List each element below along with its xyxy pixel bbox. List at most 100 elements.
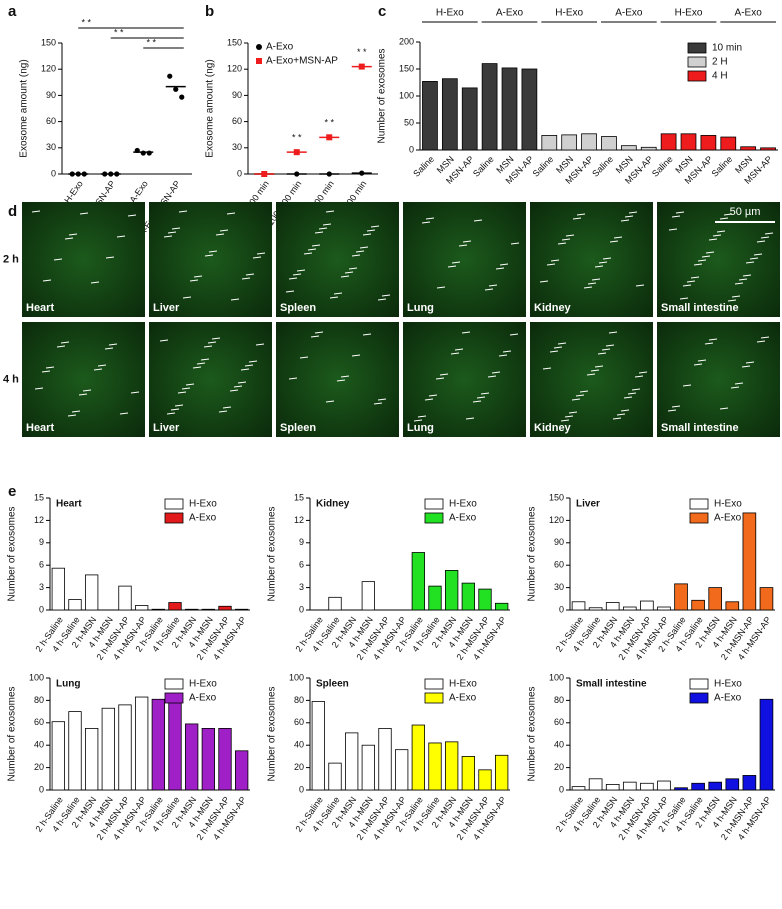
bar [759, 698, 774, 791]
bar [51, 721, 65, 791]
arrow [435, 377, 445, 380]
arrow [454, 348, 464, 351]
arrow [215, 233, 225, 236]
arrow [576, 213, 586, 216]
y-tick-label: 120 [549, 515, 564, 525]
organ-label: Kidney [534, 302, 572, 314]
micrograph [276, 202, 399, 317]
bar [622, 781, 637, 791]
annotation: * * [324, 118, 334, 128]
micrograph [276, 322, 399, 437]
arrow [185, 383, 195, 386]
arrow [41, 370, 51, 373]
y-tick-label: 12 [34, 515, 44, 525]
arrow [473, 219, 483, 222]
arrow [594, 365, 604, 368]
arrow [738, 278, 748, 281]
bar [691, 599, 705, 611]
arrow [362, 233, 372, 236]
arrow [171, 227, 181, 230]
arrow [90, 281, 100, 284]
y-tick-label: 12 [294, 515, 304, 525]
organ-label: Liver [153, 302, 180, 314]
bar [588, 778, 603, 791]
data-point [81, 171, 87, 177]
bar [720, 136, 737, 151]
y-tick-label: 6 [299, 560, 304, 570]
arrow [344, 271, 354, 274]
arrow [602, 257, 612, 260]
arrow [439, 373, 449, 376]
arrow [377, 398, 387, 401]
legend-label: A-Exo [714, 693, 742, 704]
arrow [679, 297, 689, 300]
bar [85, 574, 99, 611]
arrow [296, 269, 306, 272]
arrow [329, 296, 339, 299]
arrow [608, 331, 618, 334]
arrow [480, 392, 490, 395]
arrow [93, 368, 103, 371]
y-tick-label: 60 [294, 717, 304, 727]
y-tick-label: 80 [554, 695, 564, 705]
arrow [495, 267, 505, 270]
y-tick-label: 40 [554, 740, 564, 750]
bar [345, 732, 359, 791]
arrow [605, 344, 615, 347]
y-tick-label: 0 [559, 784, 564, 794]
arrow [237, 381, 247, 384]
arrow [697, 259, 707, 262]
arrow [307, 248, 317, 251]
legend-swatch [689, 498, 709, 510]
annotation: * * [357, 47, 367, 57]
x-tick-label: Saline [590, 154, 615, 179]
arrow [71, 410, 81, 413]
y-tick-label: 9 [39, 537, 44, 547]
x-tick-label: H-Exo [62, 179, 85, 205]
arrow [472, 400, 482, 403]
arrow [193, 275, 203, 278]
group-label: H-Exo [555, 8, 583, 19]
arrow [488, 284, 498, 287]
annotation: * * [146, 37, 156, 47]
legend-swatch [424, 512, 444, 524]
arrow [734, 282, 744, 285]
bar [657, 606, 671, 611]
x-tick-label: Saline [710, 154, 735, 179]
arrow [594, 265, 604, 268]
bar [700, 135, 717, 151]
y-tick-label: 3 [39, 582, 44, 592]
arrow [108, 343, 118, 346]
arrow [590, 369, 600, 372]
bar [441, 78, 458, 151]
bar [411, 552, 425, 611]
arrow [381, 294, 391, 297]
arrow [288, 377, 298, 380]
y-tick-label: 80 [294, 695, 304, 705]
bar [674, 583, 688, 611]
y-tick-label: 20 [294, 762, 304, 772]
y-axis-label: Number of exosomes [527, 686, 538, 781]
arrow [288, 277, 298, 280]
marker [359, 170, 365, 176]
arrow [230, 298, 240, 301]
arrow [340, 375, 350, 378]
y-tick-label: 150 [41, 37, 56, 47]
arrow [553, 346, 563, 349]
bar [674, 787, 688, 791]
marker [294, 171, 300, 177]
x-tick-label: Saline [411, 154, 436, 179]
arrow [340, 275, 350, 278]
arrow [690, 276, 700, 279]
y-tick-label: 0 [559, 604, 564, 614]
y-tick-label: 100 [29, 672, 44, 682]
bar [118, 585, 132, 611]
arrow [638, 371, 648, 374]
legend-label: H-Exo [714, 679, 742, 690]
y-tick-label: 0 [39, 604, 44, 614]
arrow [450, 352, 460, 355]
y-tick-label: 6 [39, 560, 44, 570]
chart-title: Heart [56, 499, 82, 510]
bar [68, 599, 82, 611]
arrow [82, 389, 92, 392]
